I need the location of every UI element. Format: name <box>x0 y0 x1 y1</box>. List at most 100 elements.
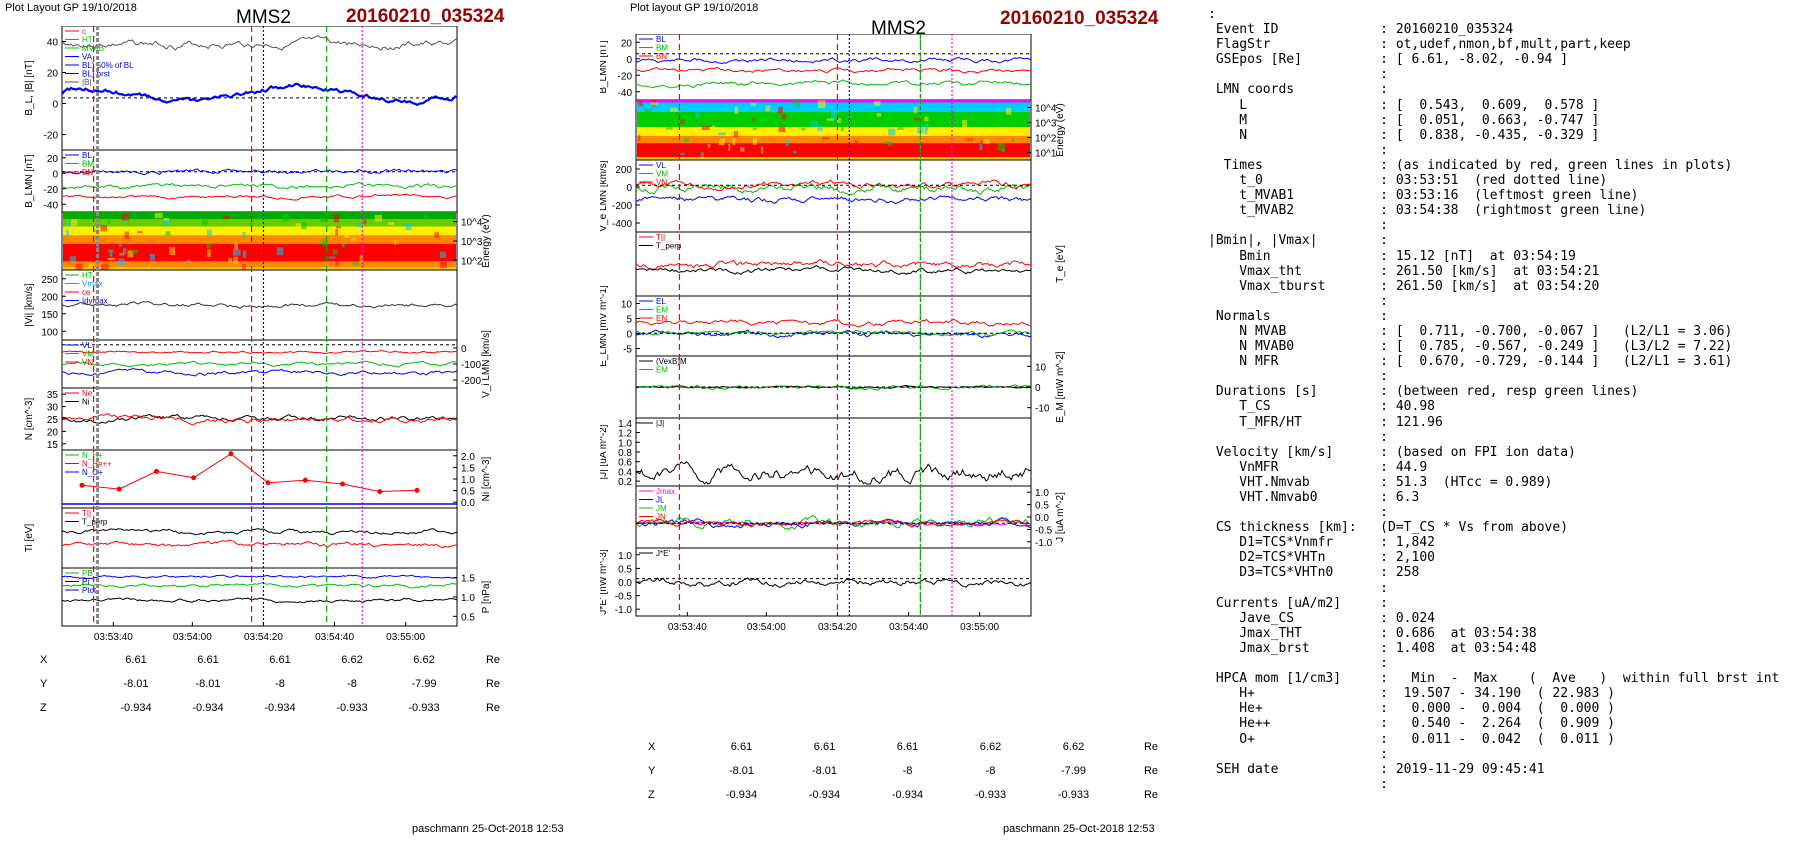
panel-frame <box>635 34 1032 101</box>
axis-label: T_e [eV] <box>1055 245 1066 283</box>
panel-frame <box>61 26 458 151</box>
spectrogram-speckle <box>394 240 397 245</box>
spectrogram-band <box>637 102 1030 113</box>
spectrogram-speckle <box>830 111 838 119</box>
axis-tick-label: 0.5 <box>461 612 475 623</box>
legend-label: VL <box>82 341 92 350</box>
spectrogram-speckle <box>206 242 211 249</box>
axis-tick-label: -20 <box>44 131 59 142</box>
legend-label: BL) 50% of BL <box>82 61 134 70</box>
trace <box>61 413 458 425</box>
time-tick-label: 03:54:00 <box>173 632 212 643</box>
axis-tick-label: -40 <box>618 88 633 99</box>
info-line: Event ID : 20160210_035324 <box>1208 22 1514 38</box>
axis-tick-label: 15 <box>47 440 59 451</box>
time-tick-label: 03:54:40 <box>889 622 928 633</box>
spectrogram-speckle <box>997 142 1006 151</box>
axis-label: B_LMN [nT] <box>600 40 609 94</box>
legend-label: N_H+ <box>82 451 103 460</box>
info-line: N MFR : [ 0.670, -0.729, -0.144 ] (L2/L1… <box>1208 354 1733 370</box>
time-tick-label: 03:55:00 <box>960 622 999 633</box>
trace <box>635 56 1032 64</box>
info-line: Bmin : 15.12 [nT] at 03:54:19 <box>1208 248 1576 264</box>
axis-tick-label: 10^1 <box>1035 149 1057 160</box>
table-row: Y -8.01 -8.01 -8 -8 -7.99 Re <box>40 672 500 696</box>
axis-tick-label: -0.5 <box>1035 525 1053 536</box>
spectrogram-speckle <box>434 232 440 238</box>
spectrogram-speckle <box>335 228 339 236</box>
axis-tick-label: 10^2 <box>1035 134 1057 145</box>
time-tick-label: 03:53:40 <box>94 632 133 643</box>
spectrogram-speckle <box>826 118 835 121</box>
axis-tick-label: -200 <box>612 201 632 212</box>
axis-tick-label: 10^4 <box>461 218 483 229</box>
spectrogram-speckle <box>228 257 233 263</box>
spectrogram-band <box>63 218 456 227</box>
info-line: N MVAB : [ 0.711, -0.700, -0.067 ] (L2/L… <box>1208 323 1733 339</box>
trace <box>61 168 458 176</box>
spectrogram-speckle <box>679 152 685 156</box>
coord-value: -8 <box>985 765 996 777</box>
axis-tick-label: 1.5 <box>461 463 475 474</box>
spectrogram-speckle <box>752 127 758 130</box>
coord-label: Z <box>40 702 47 714</box>
axis-tick-label: -400 <box>612 219 632 230</box>
panel-frame <box>61 507 458 569</box>
trace <box>61 597 458 604</box>
info-line: N : [ 0.838, -0.435, -0.329 ] <box>1208 127 1600 143</box>
coord-value: 6.61 <box>125 654 147 666</box>
legend-label: T_perp <box>656 242 682 251</box>
spectrogram-speckle <box>728 143 731 151</box>
legend-label: JM <box>656 504 667 513</box>
axis-tick-label: -0.5 <box>615 592 633 603</box>
panel-8: Ti [eV] T||T_perp <box>24 507 458 569</box>
spectrogram-speckle <box>71 219 78 227</box>
spectrogram-speckle <box>861 113 866 117</box>
spectrogram-speckle <box>732 137 736 145</box>
spectrogram-speckle <box>106 219 111 224</box>
spectrogram-speckle <box>242 250 247 259</box>
spectrogram-speckle <box>101 264 109 272</box>
axis-tick-label: 200 <box>615 165 632 176</box>
legend-label: VN <box>656 178 667 187</box>
spectrogram-band <box>63 261 456 268</box>
left-footer: paschmann 25-Oct-2018 12:53 <box>412 823 564 835</box>
axis-tick-label: 1.5 <box>461 574 475 585</box>
spectrogram-speckle <box>847 115 853 119</box>
coord-value: -0.934 <box>808 789 841 801</box>
trace <box>635 329 1032 337</box>
axis-tick-label: 30 <box>47 403 59 414</box>
coord-value: -0.934 <box>891 789 924 801</box>
spectrogram-speckle <box>769 131 778 136</box>
spectrogram-speckle <box>760 146 764 154</box>
spectrogram-band <box>637 100 1030 103</box>
ni-point <box>116 486 122 492</box>
coord-value: 6.62 <box>341 654 363 666</box>
coord-value: 6.61 <box>269 654 291 666</box>
spectrogram-speckle <box>439 251 446 258</box>
ni-point <box>265 480 271 486</box>
coord-value: -8.01 <box>195 678 221 690</box>
legend-label: Ni <box>82 398 90 407</box>
info-line: LMN coords : <box>1208 82 1389 98</box>
axis-tick-label: 0 <box>626 330 632 341</box>
spectrogram-band <box>63 243 456 262</box>
coord-label: X <box>40 654 48 666</box>
spectrogram-speckle <box>265 253 269 257</box>
spectrogram-speckle <box>124 231 130 239</box>
spectrogram-speckle <box>249 222 253 226</box>
spectrogram-speckle <box>109 250 113 257</box>
right-event-title: 20160210_035324 <box>1000 8 1159 29</box>
axis-tick-label: 250 <box>41 275 58 286</box>
info-line: FlagStr : ot,udef,nmon,bf,mult,part,keep <box>1208 37 1631 53</box>
table-row: X 6.61 6.61 6.61 6.62 6.62 Re <box>40 648 500 672</box>
spectrogram-speckle <box>785 140 789 146</box>
spectrogram-speckle <box>335 226 341 229</box>
info-line: : <box>1208 7 1216 22</box>
coord-value: 6.61 <box>813 741 836 753</box>
info-line: D3=TCS*VHTn0 : 258 <box>1208 565 1420 581</box>
axis-tick-label: 5 <box>626 315 632 326</box>
coord-value: -0.934 <box>192 702 224 714</box>
